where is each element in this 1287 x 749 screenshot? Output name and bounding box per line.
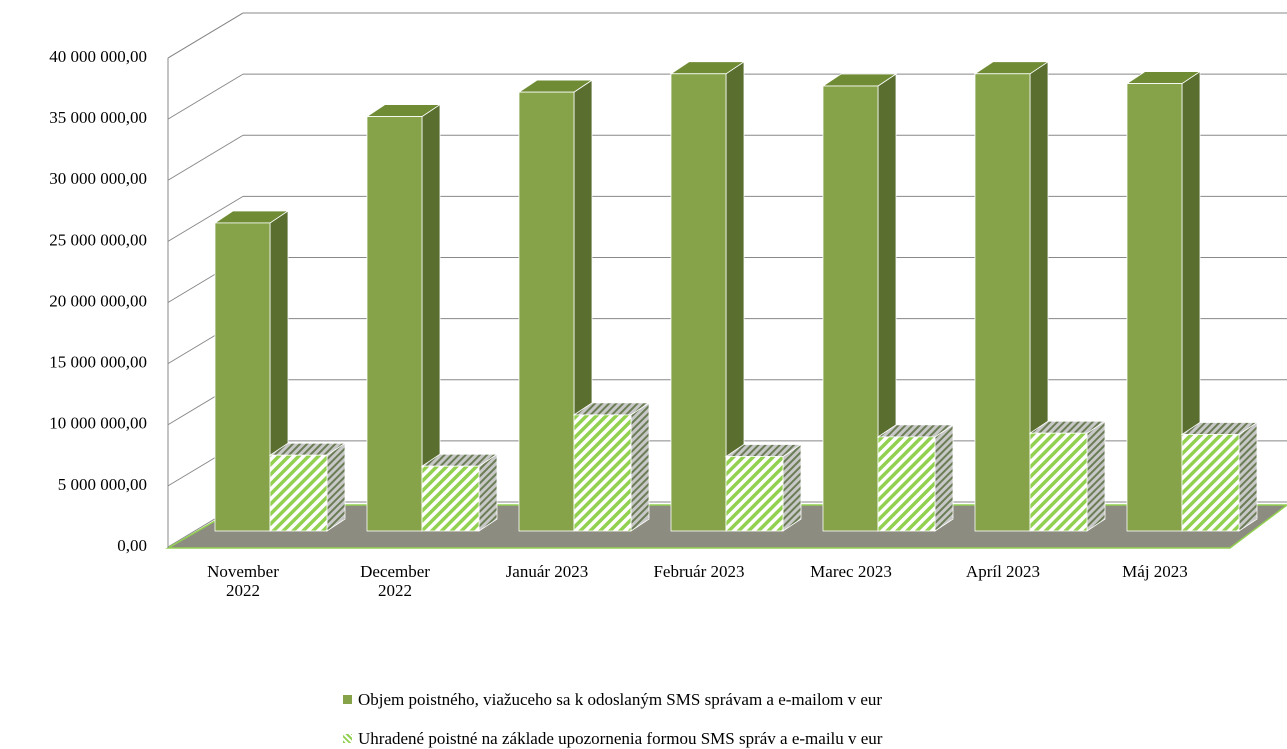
bar — [268, 442, 347, 532]
bar-front — [421, 465, 480, 532]
x-tick-label: Január 2023 — [505, 562, 589, 581]
bar-front — [269, 454, 328, 532]
bar — [821, 73, 898, 532]
x-tick-label: Február 2023 — [653, 562, 745, 581]
legend-label: Objem poistného, viažuceho sa k odoslaný… — [358, 690, 883, 709]
y-tick-label: 35 000 000,00 — [49, 108, 147, 127]
bar-front — [822, 85, 879, 532]
bar-side — [326, 442, 346, 532]
bar — [1180, 421, 1259, 532]
x-tick-label: Máj 2023 — [1122, 562, 1188, 581]
bar-front — [877, 436, 936, 532]
bar — [724, 443, 803, 532]
bar-front — [670, 73, 727, 532]
grid-line — [167, 195, 244, 242]
x-tick-label: November 2022 — [207, 562, 279, 600]
bar — [572, 402, 651, 532]
x-tick-label: December 2022 — [360, 562, 430, 600]
bar-front — [366, 116, 423, 532]
x-tick-label: Marec 2023 — [810, 562, 892, 581]
bar — [1028, 420, 1107, 532]
bar-side — [1238, 421, 1258, 532]
grid-line — [167, 134, 244, 181]
bar-front — [214, 222, 271, 532]
bar — [213, 210, 290, 532]
legend-swatch — [343, 734, 352, 743]
bar — [1125, 70, 1202, 532]
bar-front — [1126, 83, 1183, 532]
y-tick-label: 30 000 000,00 — [49, 169, 147, 188]
bar-front — [974, 73, 1031, 532]
y-tick-label: 10 000 000,00 — [49, 414, 147, 433]
legend-label: Uhradené poistné na základe upozornenia … — [358, 729, 883, 748]
x-tick-label: Apríl 2023 — [965, 562, 1041, 581]
bar — [876, 424, 955, 532]
bar-side — [630, 402, 650, 532]
bar-front — [518, 91, 575, 532]
y-tick-label: 0,00 — [117, 536, 147, 555]
y-tick-label: 15 000 000,00 — [49, 353, 147, 372]
y-tick-label: 5 000 000,00 — [58, 475, 147, 494]
bar-side — [934, 424, 954, 532]
y-tick-label: 20 000 000,00 — [49, 291, 147, 310]
bar-side — [478, 453, 498, 532]
bar — [420, 453, 499, 532]
y-tick-label: 25 000 000,00 — [49, 230, 147, 249]
bar-side — [782, 443, 802, 532]
bar-front — [725, 456, 784, 532]
bar-side — [1086, 420, 1106, 532]
bar-front — [573, 414, 632, 532]
legend-entry: Uhradené poistné na základe upozornenia … — [343, 729, 882, 749]
legend-swatch — [343, 695, 352, 704]
bar — [669, 61, 746, 532]
bar — [365, 103, 442, 532]
bar-front — [1029, 432, 1088, 532]
y-tick-label: 40 000 000,00 — [49, 47, 147, 66]
wall-edge — [167, 12, 244, 59]
bar-front — [1181, 434, 1240, 532]
legend-entry: Objem poistného, viažuceho sa k odoslaný… — [343, 690, 882, 710]
grid-line — [167, 73, 244, 120]
bar — [973, 61, 1050, 532]
